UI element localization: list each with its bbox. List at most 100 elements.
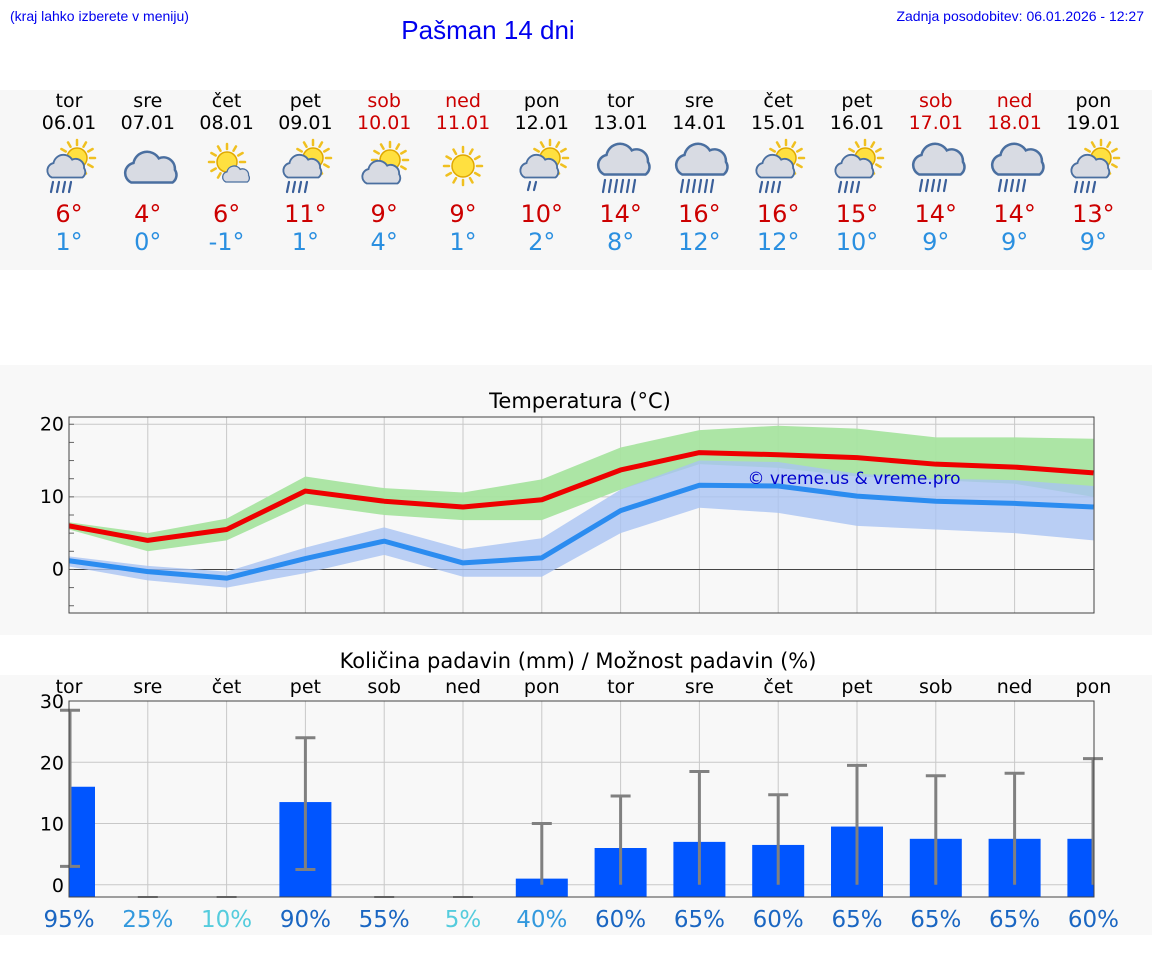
min-temperature: 8° [606,228,635,256]
weather-icon [834,138,885,194]
cloud-shape [834,153,875,179]
day-name: sob [919,90,953,112]
precipitation-probability: 65% [674,907,725,933]
sun-shape [442,145,484,187]
day-column: pon 12.01 10° 2° [502,90,582,256]
x-category-label: tor [56,676,83,698]
watermark: © vreme.us & vreme.pro [747,469,960,489]
day-column: čet 08.01 6° -1° [187,90,267,256]
y-tick-label: 30 [40,691,64,713]
day-date: 17.01 [908,112,963,134]
max-temperature: 6° [212,200,241,228]
plot-border [68,700,1095,898]
cloud-shape [675,142,730,176]
sun-cloud-rain-icon [282,138,333,194]
sun-icon [442,145,484,187]
day-name: pon [523,90,560,112]
x-category-label: pet [841,676,872,698]
day-date: 08.01 [199,112,254,134]
weather-icon [755,138,806,194]
day-column: sob 10.01 9° 4° [344,90,424,256]
max-temperature: 9° [449,200,477,228]
weather-icon [675,142,730,194]
precipitation-probability: 95% [43,907,94,933]
day-name: čet [763,90,793,112]
min-temperature: 9° [1000,228,1029,256]
error-bar [295,736,316,871]
temperature-chart: Temperatura (°C) 0 10 20 © vreme.us & vreme.… [40,389,1095,614]
error-bar [925,774,946,885]
day-column: tor 13.01 14° 8° [581,90,661,256]
weather-icon [990,142,1045,193]
cloud-shape [911,142,966,176]
day-column: sre 14.01 16° 12° [659,90,739,256]
max-temperature: 14° [993,200,1036,228]
day-date: 13.01 [593,112,648,134]
sun-cloud-rain-icon [1070,138,1121,194]
day-name: tor [55,90,83,112]
min-temperature: -1° [208,228,245,256]
rain-shape [286,180,309,194]
x-category-label: sob [367,676,401,698]
weather-icon [1070,138,1121,194]
day-date: 19.01 [1066,112,1121,134]
min-temperature: 10° [835,228,879,256]
error-bar [60,708,80,868]
weather-icon [207,142,250,183]
x-category-label: pon [524,676,560,698]
day-date: 18.01 [987,112,1042,134]
min-temperature: 4° [370,228,398,256]
x-category-label: pon [1076,676,1112,698]
day-name: pet [289,90,321,112]
error-bar [610,794,631,885]
rain-shape [997,178,1026,193]
precipitation-probability: 5% [445,907,482,933]
rain-shape [918,178,947,193]
rain-shape [49,180,73,194]
day-name: pet [841,90,873,112]
daily-forecast-strip: tor 06.01 6° 1° sre 07.01 4° 0° čet 08.01 6° -1° pet… [0,90,1152,270]
precipitation-probability: 25% [122,907,173,933]
sun-cloud-rain-icon [46,138,97,194]
cloud-shape [46,153,87,179]
precipitation-probability: 55% [359,907,410,933]
day-column: pon 19.01 13° 9° [1053,90,1133,256]
day-date: 15.01 [750,112,806,134]
weather-icon [911,142,966,193]
max-temperature: 6° [55,200,83,228]
weather-icon [596,142,651,194]
sun-cloud-light-rain-icon [519,138,570,192]
day-date: 12.01 [514,112,569,134]
min-temperature: 12° [756,228,800,256]
day-column: ned 11.01 9° 1° [423,90,503,256]
cloud-icon [123,150,178,184]
rain-shape [1074,180,1097,194]
day-date: 07.01 [120,112,175,134]
weather-icon [442,145,484,187]
cloud-rain-icon [990,142,1045,193]
y-tick-label: 10 [40,486,64,508]
rain-shape [759,180,782,194]
min-temperature: 1° [449,228,477,256]
sun-cloud-icon [361,140,410,185]
max-temperature: 14° [599,200,642,228]
cloud-shape [519,153,559,179]
precipitation-bar [1067,838,1094,897]
day-column: pet 16.01 15° 10° [817,90,897,256]
y-tick-label: 20 [40,413,64,435]
x-category-label: tor [607,676,634,698]
precipitation-probability: 90% [280,907,331,933]
precipitation-bar [69,786,95,897]
cloud-shape [755,153,796,179]
error-bar [689,769,710,885]
max-temperature: 14° [914,200,958,228]
x-category-label: čet [763,676,793,698]
y-tick-label: 10 [40,814,64,836]
min-temperature: 1° [55,228,83,256]
day-column: sob 17.01 14° 9° [896,90,976,256]
day-name: pon [1075,90,1112,112]
day-column: čet 15.01 16° 12° [738,90,818,256]
error-bar [1004,771,1025,885]
precipitation-bar [515,878,568,897]
location-hint-link[interactable]: (kraj lahko izberete v meniju) [10,8,189,24]
